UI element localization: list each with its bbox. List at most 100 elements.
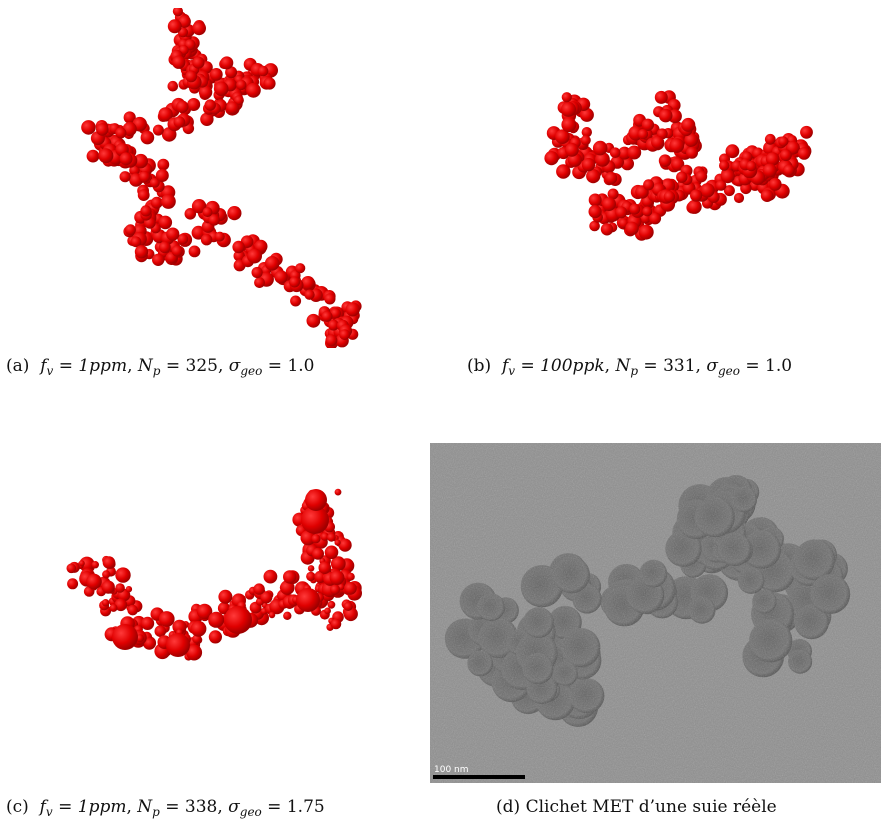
particle (690, 189, 703, 202)
particle (149, 177, 160, 188)
particle (158, 107, 173, 122)
tem-micrograph-svg (430, 443, 881, 783)
particle (684, 133, 699, 147)
particle (544, 151, 559, 166)
particle (760, 189, 774, 202)
particle (615, 206, 628, 219)
particle (161, 194, 176, 209)
particle (334, 539, 341, 546)
caption-d: (d) Clichet MET d’une suie réèle (496, 797, 777, 817)
particle (669, 138, 685, 153)
particle (155, 169, 169, 182)
particle (192, 56, 205, 69)
particle (290, 295, 302, 307)
aggregate-c-svg (66, 488, 362, 661)
particle (124, 224, 136, 236)
particle (346, 572, 355, 581)
particle (186, 644, 203, 661)
particle (246, 82, 261, 98)
particle (115, 583, 125, 593)
particle (325, 334, 338, 347)
particle (338, 538, 352, 552)
particle (746, 160, 757, 172)
particle (192, 21, 207, 36)
particle (227, 206, 242, 221)
caption-a: (a) fv = 1ppm, Np = 325, σgeo = 1.0 (6, 356, 315, 378)
particle (123, 111, 136, 124)
particle (725, 144, 740, 159)
particle (172, 55, 186, 69)
particle (187, 98, 201, 111)
particle (327, 600, 336, 609)
particle (184, 208, 197, 220)
particle (154, 625, 167, 637)
particle (209, 68, 223, 81)
scale-bar (433, 775, 525, 779)
particle (140, 130, 155, 145)
particle (263, 569, 278, 584)
particle (141, 616, 155, 630)
particle (561, 92, 572, 103)
particle (166, 227, 180, 241)
particle (311, 534, 321, 544)
particle (86, 573, 102, 590)
particle (328, 319, 339, 331)
particle (268, 611, 276, 619)
particle (91, 561, 99, 569)
particle (102, 556, 116, 569)
particle (321, 310, 333, 322)
particle (654, 90, 668, 104)
particle (188, 245, 201, 258)
particle (324, 607, 331, 615)
particle (204, 99, 216, 111)
particle (681, 117, 696, 132)
particle (257, 65, 269, 77)
particle (98, 148, 114, 164)
particle (78, 560, 85, 567)
particle (604, 171, 618, 185)
aggregate-a-image (60, 8, 390, 348)
large-particle (112, 624, 138, 650)
particle (140, 205, 152, 217)
particle (173, 116, 186, 128)
particle (208, 611, 225, 628)
aggregate-b-svg (544, 90, 813, 241)
particle (158, 241, 171, 254)
particle (253, 583, 265, 595)
particle (202, 207, 213, 218)
particle (137, 189, 150, 202)
particle (595, 152, 610, 167)
particle (218, 589, 233, 604)
particle (561, 101, 576, 117)
large-particle (301, 506, 329, 534)
particle (86, 149, 100, 163)
particle (651, 135, 665, 149)
particle (637, 128, 649, 140)
particle (138, 171, 151, 183)
particle (330, 618, 342, 630)
particle (330, 307, 341, 319)
particle (191, 225, 206, 240)
particle (320, 532, 330, 541)
particle (158, 215, 173, 230)
particle (307, 565, 315, 572)
particle (260, 591, 273, 604)
particle (289, 276, 301, 288)
particle (157, 158, 170, 171)
particle (324, 545, 339, 560)
particle (324, 293, 336, 305)
particle (783, 164, 795, 176)
particle (555, 129, 570, 144)
particle (236, 79, 247, 91)
particle (214, 231, 225, 242)
large-particle (166, 633, 190, 657)
particle (109, 603, 118, 612)
particle (101, 580, 115, 594)
particle (217, 602, 231, 615)
large-particle (224, 606, 252, 634)
particle (580, 135, 591, 146)
particle (295, 263, 306, 274)
particle (176, 100, 189, 113)
particle (330, 584, 341, 595)
particle (638, 224, 654, 240)
